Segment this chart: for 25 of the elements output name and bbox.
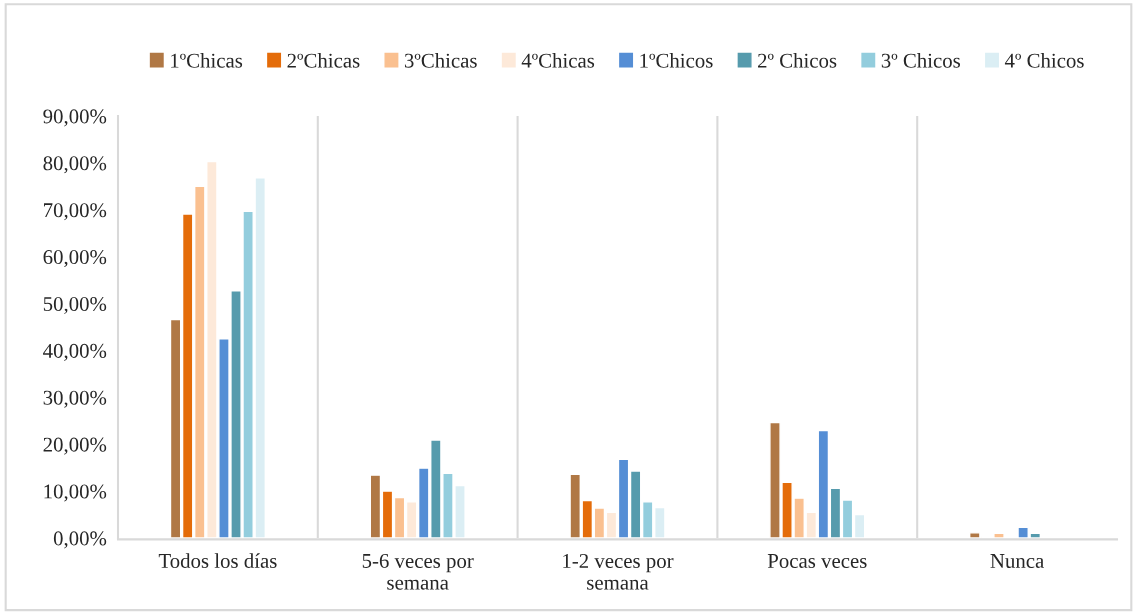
y-tick-label: 60,00% [43, 250, 107, 268]
legend-label: 2ºChicas [287, 53, 360, 68]
y-tick-label: 30,00% [43, 390, 107, 408]
y-tick-label: 40,00% [43, 343, 107, 361]
y-tick-label: 10,00% [44, 484, 107, 502]
bar [993, 532, 1005, 538]
x-tick-label: 1-2 veces por semana [563, 553, 674, 590]
legend-label: 1ºChicos [640, 53, 713, 68]
legend-label: 3ºChicas [404, 53, 477, 68]
legend-label: 2º Chicos [758, 53, 837, 68]
y-tick-label: 50,00% [43, 296, 107, 314]
x-tick-label: 5-6 veces por semana [362, 553, 474, 590]
y-tick-label: 80,00% [43, 156, 107, 174]
x-tick-label: Nunca [990, 554, 1044, 568]
legend-label: 3º Chicos [881, 53, 961, 68]
legend-label: 4ºChicas [521, 53, 595, 68]
x-tick-label: Todos los días [158, 553, 277, 568]
y-tick-label: 0,00% [53, 531, 107, 549]
y-tick-label: 90,00% [43, 109, 107, 127]
y-tick-label: 70,00% [44, 203, 107, 221]
bar [969, 532, 981, 538]
x-tick-label: Pocas veces [767, 554, 867, 568]
legend-label: 4º Chicos [1004, 53, 1084, 68]
legend-label: 1ºChicas [171, 53, 243, 68]
y-tick-label: 20,00% [43, 437, 107, 455]
